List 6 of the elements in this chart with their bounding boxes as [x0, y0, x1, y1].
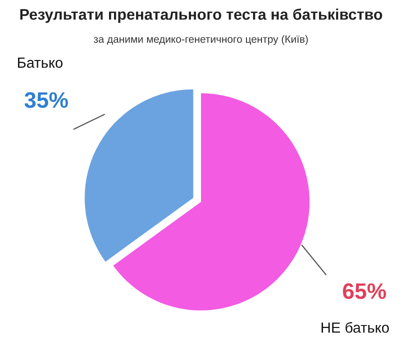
slice-label: НЕ батько	[322, 322, 389, 333]
chart-title: Результати пренатального теста на батьківство	[20, 8, 382, 23]
data-label: 35%	[24, 92, 68, 108]
slice-label: Батько	[18, 58, 62, 68]
data-label: 65%	[342, 283, 386, 300]
chart-subtitle: за даними медико-генетичного центру (Київ)	[94, 35, 308, 45]
